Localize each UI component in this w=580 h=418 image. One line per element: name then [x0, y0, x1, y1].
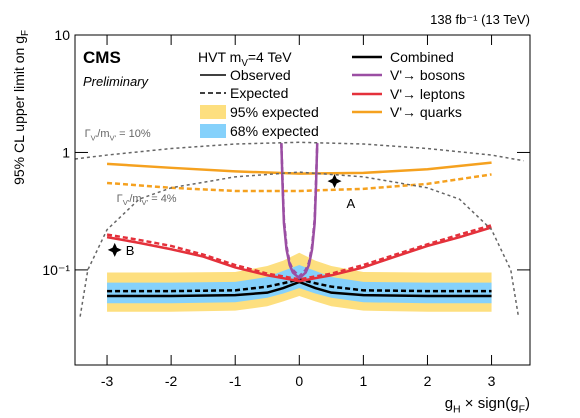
x-tick-label: 0	[295, 373, 303, 389]
text-part: /m	[97, 128, 109, 140]
text-part: Γ	[117, 193, 123, 205]
series-line	[280, 143, 319, 280]
x-tick-label: 2	[424, 373, 432, 389]
subscript: F	[20, 30, 31, 36]
text-part: = 4%	[148, 193, 177, 205]
legend-label: 95% expected	[230, 104, 319, 120]
text-part: Γ	[85, 128, 91, 140]
series-line	[106, 161, 492, 175]
text-part: =4 TeV	[248, 49, 292, 65]
legend-label: Expected	[230, 85, 288, 101]
x-tick-label: -1	[229, 373, 242, 389]
text-part: HVT m	[198, 49, 241, 65]
x-tick-label: 1	[359, 373, 367, 389]
subscript: V'	[142, 198, 149, 207]
point-marker	[107, 242, 122, 257]
text-part: )	[525, 395, 530, 412]
error-band	[107, 265, 492, 304]
legend-swatch	[200, 105, 226, 119]
series-line	[75, 141, 524, 162]
plot-area	[75, 141, 524, 317]
legend-header: HVT mV=4 TeV	[198, 49, 292, 69]
point-label: B	[126, 243, 135, 258]
legend-label: Observed	[230, 67, 291, 83]
legend-swatch	[200, 124, 226, 138]
y-axis-label: 95% CL upper limit on gF	[11, 30, 31, 185]
text-part: × sign(g	[461, 395, 519, 412]
point-marker	[327, 174, 342, 189]
subscript: H	[453, 404, 461, 416]
x-tick-label: -3	[101, 373, 114, 389]
subscript: V'	[91, 133, 98, 142]
y-tick-label: 10	[54, 27, 70, 43]
y-tick-label: 1	[62, 144, 70, 160]
text-part: g	[445, 395, 453, 412]
legend-label: Combined	[390, 49, 454, 65]
series-line	[79, 171, 520, 317]
y-tick-label: 10⁻¹	[42, 262, 70, 278]
text-part: 95% CL upper limit on g	[11, 36, 27, 185]
status-label: Preliminary	[83, 74, 150, 89]
series-line	[106, 226, 492, 283]
legend-label: V'→ leptons	[390, 86, 465, 102]
legend-label: V'→ quarks	[390, 104, 462, 120]
curve-label: ΓV'/mV' = 4%	[117, 193, 177, 207]
subscript: V	[241, 58, 248, 69]
x-tick-label: 3	[488, 373, 496, 389]
x-tick-label: -2	[165, 373, 178, 389]
subscript: V'	[110, 133, 117, 142]
series-line	[106, 224, 492, 281]
point-label: A	[347, 196, 356, 211]
lumi-label: 138 fb⁻¹ (13 TeV)	[430, 12, 530, 27]
frame	[74, 34, 531, 366]
text-part: = 10%	[116, 128, 151, 140]
x-axis-label: gH × sign(gF)	[445, 395, 530, 416]
curve-label: ΓV'/mV' = 10%	[85, 128, 151, 142]
subscript: V'	[123, 198, 130, 207]
subscript: F	[519, 404, 525, 416]
legend-label: 68% expected	[230, 123, 319, 139]
experiment-label: CMS	[83, 48, 121, 67]
text-part: /m	[129, 193, 141, 205]
legend-label: V'→ bosons	[390, 67, 465, 83]
